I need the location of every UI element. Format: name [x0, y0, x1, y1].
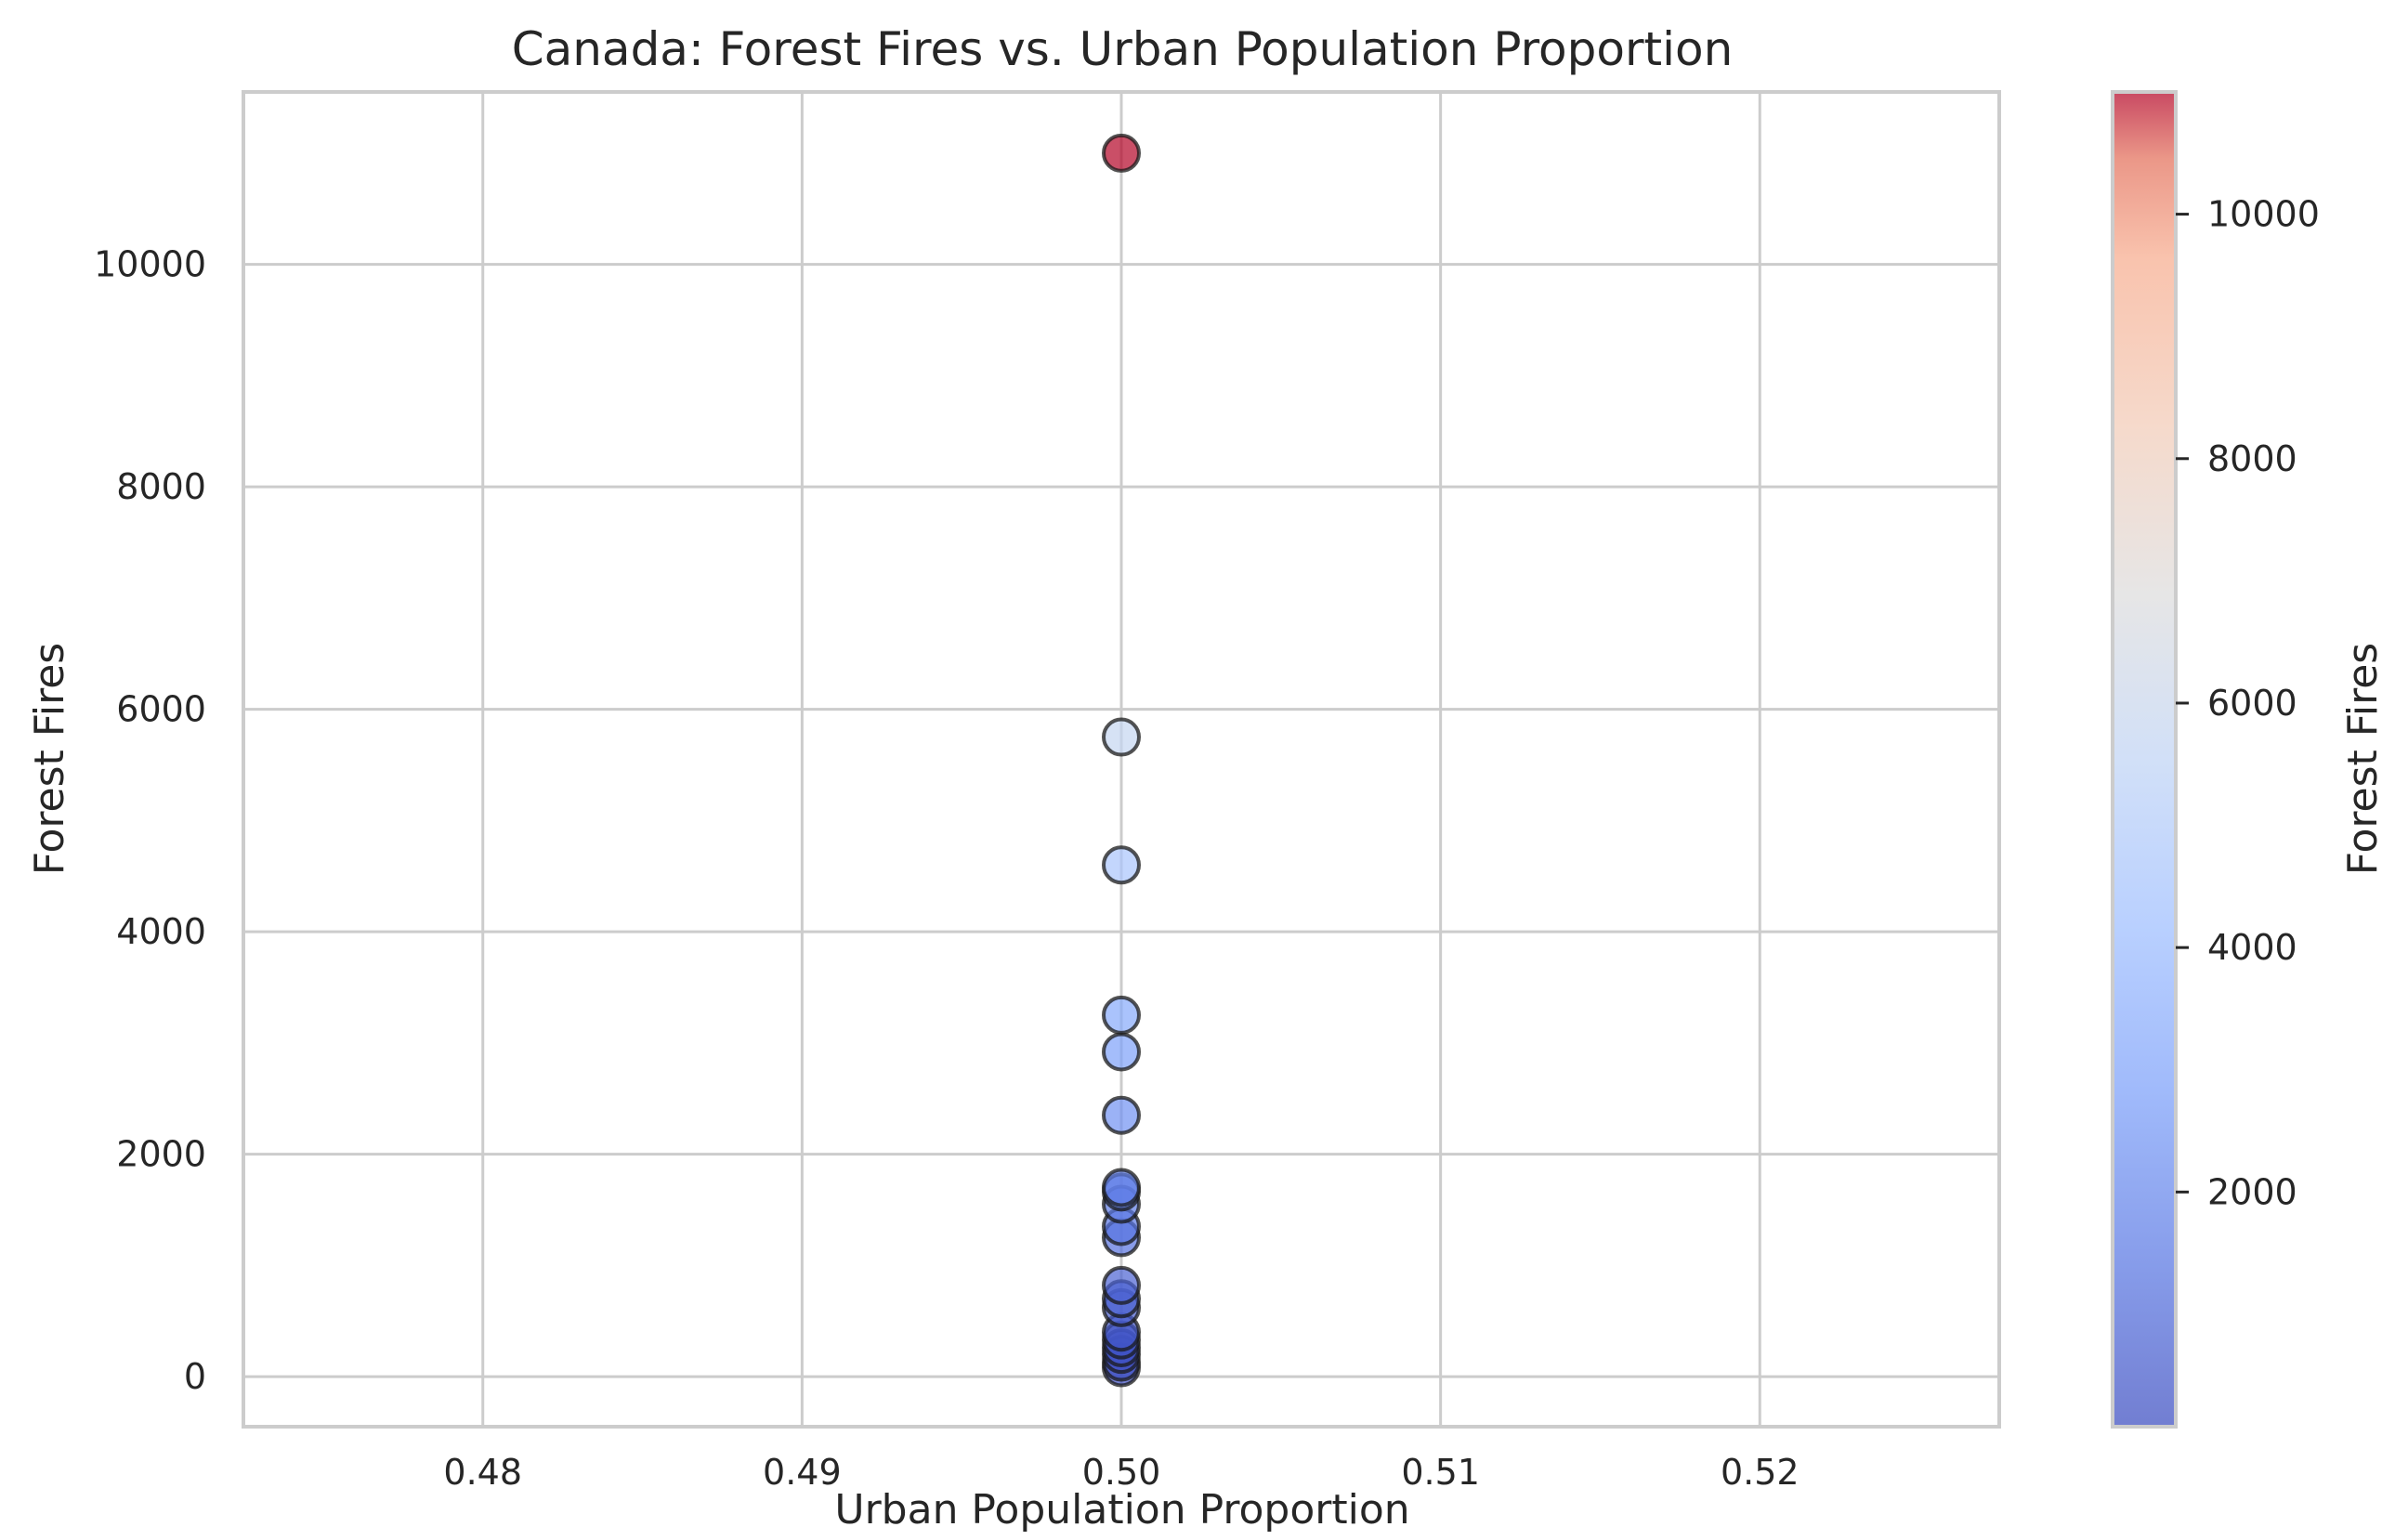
- y-tick-label: 10000: [94, 244, 206, 285]
- x-tick-label: 0.50: [1082, 1452, 1161, 1493]
- x-tick-label: 0.49: [763, 1452, 842, 1493]
- scatter-point: [1102, 717, 1141, 757]
- y-tick-labels: 0 2000 4000 6000 8000 10000: [94, 244, 206, 1398]
- colorbar-label: Forest Fires: [2339, 643, 2382, 875]
- colorbar-tick-label: 2000: [2207, 1171, 2297, 1212]
- colorbar-tick-label: 8000: [2207, 438, 2297, 479]
- colorbar-tick-label: 10000: [2207, 194, 2320, 235]
- colorbar-frame: [2111, 90, 2178, 1429]
- y-tick-label: 6000: [116, 689, 206, 730]
- x-tick-label: 0.48: [443, 1452, 522, 1493]
- x-axis-label: Urban Population Proportion: [834, 1486, 1409, 1533]
- colorbar-tick-label: 6000: [2207, 683, 2297, 724]
- y-tick-label: 2000: [116, 1134, 206, 1175]
- colorbar-ticks: 2000 4000 6000 8000 10000: [2176, 194, 2320, 1212]
- scatter-point: [1102, 1168, 1141, 1207]
- scatter-point: [1102, 1095, 1141, 1135]
- colorbar-tick-label: 4000: [2207, 927, 2297, 968]
- colorbar: 2000 4000 6000 8000 10000 Forest Fires: [2111, 90, 2382, 1429]
- plot-frame: [242, 90, 2001, 1429]
- y-tick-label: 8000: [116, 466, 206, 507]
- x-tick-label: 0.51: [1401, 1452, 1480, 1493]
- scatter-point: [1102, 995, 1141, 1035]
- scatter-point: [1102, 1265, 1141, 1305]
- y-tick-label: 4000: [116, 911, 206, 952]
- y-axis-label: Forest Fires: [26, 643, 73, 875]
- x-tick-label: 0.52: [1721, 1452, 1800, 1493]
- scatter-point: [1102, 1032, 1141, 1072]
- scatter-point: [1102, 133, 1141, 173]
- scatter-point: [1102, 845, 1141, 885]
- chart-title: Canada: Forest Fires vs. Urban Populatio…: [512, 22, 1734, 76]
- x-tick-labels: 0.48 0.49 0.50 0.51 0.52: [443, 1452, 1799, 1493]
- colorbar-gradient: [2113, 92, 2176, 1427]
- data-points: [1102, 133, 1141, 1388]
- y-tick-label: 0: [184, 1356, 206, 1397]
